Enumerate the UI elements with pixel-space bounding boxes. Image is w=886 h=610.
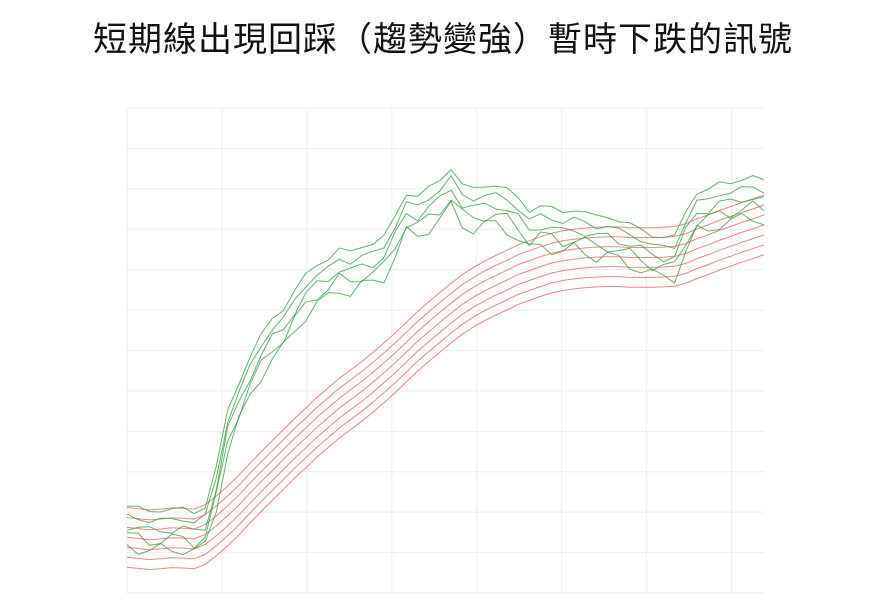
short-term-line-1 [126,168,765,515]
short-term-line-2 [126,174,765,524]
short-term-line-3 [126,189,765,534]
long-term-line-1 [126,194,765,511]
short-term-line-5 [126,200,765,556]
long-term-lines [126,194,765,571]
long-term-line-7 [126,254,765,571]
chart-title: 短期線出現回踩（趨勢變強）暫時下跌的訊號 [93,20,793,60]
grid [126,107,764,594]
long-term-line-6 [126,244,765,561]
long-term-line-3 [126,214,765,531]
short-term-line-4 [126,199,765,549]
long-term-line-2 [126,204,765,521]
long-term-line-5 [126,234,765,551]
short-term-lines [126,168,765,556]
long-term-line-4 [126,224,765,541]
